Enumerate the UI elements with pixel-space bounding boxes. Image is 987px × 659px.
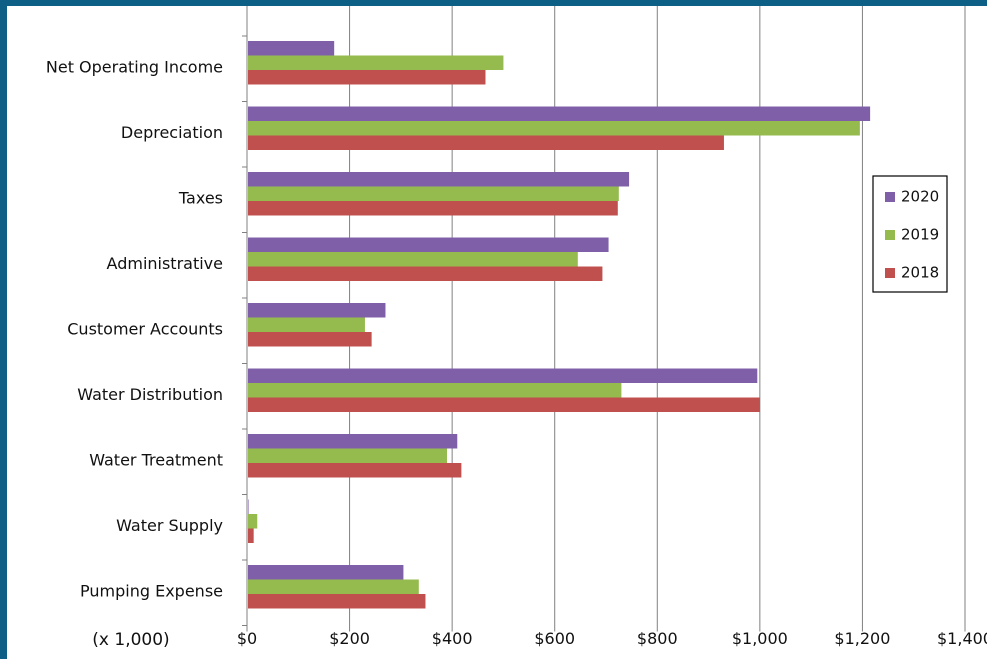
category-label-customer-accounts: Customer Accounts [67, 319, 223, 338]
bar-water-distribution-2020 [248, 368, 758, 383]
x-tick-label-0: $0 [237, 629, 257, 648]
legend-swatch-2020 [885, 192, 895, 202]
value-axis-labels: $0 $200 $400 $600 $800 $1,000 $1,200 $1,400 [237, 629, 987, 648]
bar-customer-accounts-2018 [248, 332, 372, 347]
x-tick-label-200: $200 [329, 629, 370, 648]
category-axis-ticks [242, 35, 247, 626]
bar-taxes-2020 [248, 172, 630, 187]
x-tick-label-1-000: $1,000 [732, 629, 788, 648]
category-label-net-operating-income: Net Operating Income [46, 57, 223, 76]
gridlines [349, 6, 966, 632]
bar-water-distribution-2019 [248, 383, 622, 398]
bar-customer-accounts-2020 [248, 303, 386, 318]
x-tick-label-1-200: $1,200 [834, 629, 890, 648]
bar-water-supply-2020 [248, 499, 249, 514]
bars [248, 41, 871, 609]
bar-water-distribution-2018 [248, 397, 760, 412]
x-tick-label-1-400: $1,400 [937, 629, 987, 648]
category-label-water-treatment: Water Treatment [89, 450, 223, 469]
x-tick-label-400: $400 [432, 629, 473, 648]
bar-pumping-expense-2018 [248, 594, 426, 609]
x-tick-label-800: $800 [637, 629, 678, 648]
bar-net-operating-income-2020 [248, 41, 335, 56]
category-label-taxes: Taxes [178, 188, 223, 207]
bar-administrative-2019 [248, 252, 578, 267]
category-label-depreciation: Depreciation [121, 123, 223, 142]
bar-taxes-2019 [248, 186, 619, 201]
legend-label-2020: 2020 [901, 188, 939, 206]
bar-water-supply-2018 [248, 528, 254, 543]
bar-depreciation-2018 [248, 135, 724, 150]
bar-pumping-expense-2019 [248, 579, 419, 594]
bar-net-operating-income-2018 [248, 70, 486, 85]
bar-water-treatment-2018 [248, 463, 462, 478]
legend-label-2019: 2019 [901, 226, 939, 244]
legend: 2020 2019 2018 [872, 175, 948, 293]
bar-net-operating-income-2019 [248, 55, 504, 70]
bar-customer-accounts-2019 [248, 317, 365, 332]
category-label-water-supply: Water Supply [116, 516, 223, 535]
bar-water-treatment-2019 [248, 448, 448, 463]
bar-depreciation-2019 [248, 121, 860, 136]
bar-depreciation-2020 [248, 106, 871, 121]
category-labels: Net Operating Income Depreciation Taxes Adm… [46, 57, 223, 600]
bar-taxes-2018 [248, 201, 618, 216]
category-label-administrative: Administrative [107, 254, 223, 273]
bar-pumping-expense-2020 [248, 565, 404, 580]
bar-administrative-2020 [248, 237, 609, 252]
x-tick-label-600: $600 [534, 629, 575, 648]
legend-swatch-2019 [885, 230, 895, 240]
legend-swatch-2018 [885, 268, 895, 278]
bar-water-supply-2019 [248, 514, 258, 529]
bar-chart: Net Operating Income Depreciation Taxes Adm… [46, 6, 987, 650]
bar-water-treatment-2020 [248, 434, 458, 449]
bar-administrative-2018 [248, 266, 603, 281]
unit-label: (x 1,000) [92, 630, 169, 650]
legend-label-2018: 2018 [901, 264, 939, 282]
category-label-pumping-expense: Pumping Expense [80, 581, 223, 600]
category-label-water-distribution: Water Distribution [77, 385, 223, 404]
